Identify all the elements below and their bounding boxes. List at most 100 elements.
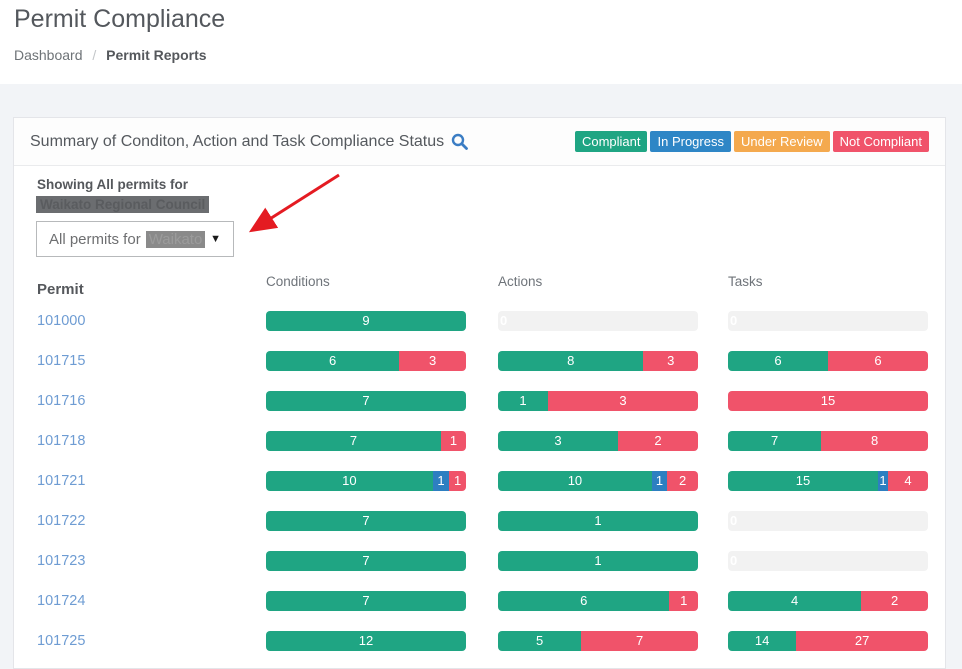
conditions-segment-compliant: 7 <box>266 511 466 531</box>
tasks-segment-not_compliant: 6 <box>828 351 928 371</box>
table-row: 101716 7 1 3 15 <box>14 391 947 411</box>
permit-link[interactable]: 101718 <box>37 433 86 449</box>
conditions-segment-compliant: 7 <box>266 391 466 411</box>
red-arrow-annotation <box>248 173 340 233</box>
column-header-tasks: Tasks <box>728 274 763 289</box>
tasks-bar: 0 <box>728 511 928 531</box>
tasks-bar: 15 <box>728 391 928 411</box>
actions-segment-not_compliant: 7 <box>581 631 698 651</box>
breadcrumb: Dashboard / Permit Reports <box>14 47 207 63</box>
conditions-bar: 12 <box>266 631 466 651</box>
breadcrumb-current: Permit Reports <box>106 47 207 63</box>
actions-segment-compliant: 1 <box>498 511 698 531</box>
tasks-segment-not_compliant: 2 <box>861 591 928 611</box>
column-header-actions: Actions <box>498 274 543 289</box>
legend-badge-under-review: Under Review <box>733 131 830 152</box>
conditions-bar: 10 1 1 <box>266 471 466 491</box>
actions-segment-not_compliant: 3 <box>643 351 698 371</box>
actions-bar: 10 1 2 <box>498 471 698 491</box>
permit-link[interactable]: 101716 <box>37 393 86 409</box>
permit-link[interactable]: 101721 <box>37 473 86 489</box>
tasks-bar: 14 27 <box>728 631 928 651</box>
conditions-bar: 7 <box>266 591 466 611</box>
showing-filter-label: Showing All permits for <box>37 177 189 192</box>
actions-segment-compliant: 3 <box>498 431 618 451</box>
tasks-segment-empty: 0 <box>728 311 928 331</box>
actions-bar: 1 <box>498 511 698 531</box>
permit-link[interactable]: 101723 <box>37 553 86 569</box>
tasks-segment-empty: 0 <box>728 511 928 531</box>
table-row: 101722 7 1 0 <box>14 511 947 531</box>
tasks-bar: 0 <box>728 311 928 331</box>
actions-segment-compliant: 1 <box>498 551 698 571</box>
conditions-segment-not_compliant: 3 <box>399 351 466 371</box>
actions-segment-not_compliant: 3 <box>548 391 698 411</box>
conditions-segment-in_progress: 1 <box>432 471 450 491</box>
actions-segment-in_progress: 1 <box>651 471 668 491</box>
permit-link[interactable]: 101725 <box>37 633 86 649</box>
actions-segment-not_compliant: 2 <box>618 431 698 451</box>
actions-bar: 1 <box>498 551 698 571</box>
table-row: 101000 9 0 0 <box>14 311 947 331</box>
legend-badge-in-progress: In Progress <box>650 131 731 152</box>
permit-link[interactable]: 101722 <box>37 513 86 529</box>
breadcrumb-separator: / <box>92 47 97 63</box>
tasks-bar: 15 1 4 <box>728 471 928 491</box>
conditions-bar: 7 <box>266 551 466 571</box>
status-legend: Compliant In Progress Under Review Not Comp… <box>574 131 929 152</box>
actions-segment-compliant: 8 <box>498 351 644 371</box>
tasks-segment-compliant: 6 <box>728 351 828 371</box>
dropdown-redacted-value: Waikato <box>145 230 206 248</box>
chevron-down-icon: ▼ <box>210 233 221 245</box>
permit-link[interactable]: 101715 <box>37 353 86 369</box>
tasks-segment-not_compliant: 8 <box>821 431 928 451</box>
tasks-segment-not_compliant: 27 <box>796 631 928 651</box>
tasks-segment-compliant: 4 <box>728 591 862 611</box>
actions-bar: 0 <box>498 311 698 331</box>
conditions-segment-compliant: 10 <box>266 471 433 491</box>
permit-filter-dropdown[interactable]: All permits for Waikato ▼ <box>36 221 234 257</box>
table-row: 101723 7 1 0 <box>14 551 947 571</box>
conditions-bar: 7 <box>266 511 466 531</box>
actions-segment-compliant: 5 <box>498 631 582 651</box>
panel-title: Summary of Conditon, Action and Task Com… <box>30 132 445 150</box>
conditions-bar: 9 <box>266 311 466 331</box>
actions-segment-compliant: 10 <box>498 471 652 491</box>
table-row: 101718 7 1 3 2 7 8 <box>14 431 947 451</box>
permit-link[interactable]: 101724 <box>37 593 86 609</box>
tasks-segment-compliant: 14 <box>728 631 797 651</box>
search-icon[interactable] <box>451 133 469 150</box>
conditions-segment-compliant: 12 <box>266 631 466 651</box>
tasks-segment-in_progress: 1 <box>878 471 888 491</box>
compliance-summary-panel: Summary of Conditon, Action and Task Com… <box>13 117 946 669</box>
tasks-bar: 0 <box>728 551 928 571</box>
conditions-segment-compliant: 7 <box>266 431 441 451</box>
tasks-segment-compliant: 7 <box>728 431 822 451</box>
tasks-segment-not_compliant: 15 <box>728 391 928 411</box>
tasks-segment-empty: 0 <box>728 551 928 571</box>
tasks-segment-compliant: 15 <box>728 471 878 491</box>
column-header-conditions: Conditions <box>266 274 330 289</box>
showing-filter-redacted-value: Waikato Regional Council <box>36 196 210 213</box>
dropdown-selected-label: All permits for <box>49 230 141 248</box>
table-row: 101724 7 6 1 4 2 <box>14 591 947 611</box>
actions-segment-compliant: 6 <box>498 591 670 611</box>
permit-link[interactable]: 101000 <box>37 313 86 329</box>
panel-header: Summary of Conditon, Action and Task Com… <box>14 118 945 166</box>
actions-segment-not_compliant: 1 <box>669 591 698 611</box>
conditions-segment-compliant: 6 <box>266 351 400 371</box>
breadcrumb-dashboard-link[interactable]: Dashboard <box>14 47 83 63</box>
actions-segment-compliant: 1 <box>498 391 548 411</box>
conditions-segment-not_compliant: 1 <box>449 471 466 491</box>
